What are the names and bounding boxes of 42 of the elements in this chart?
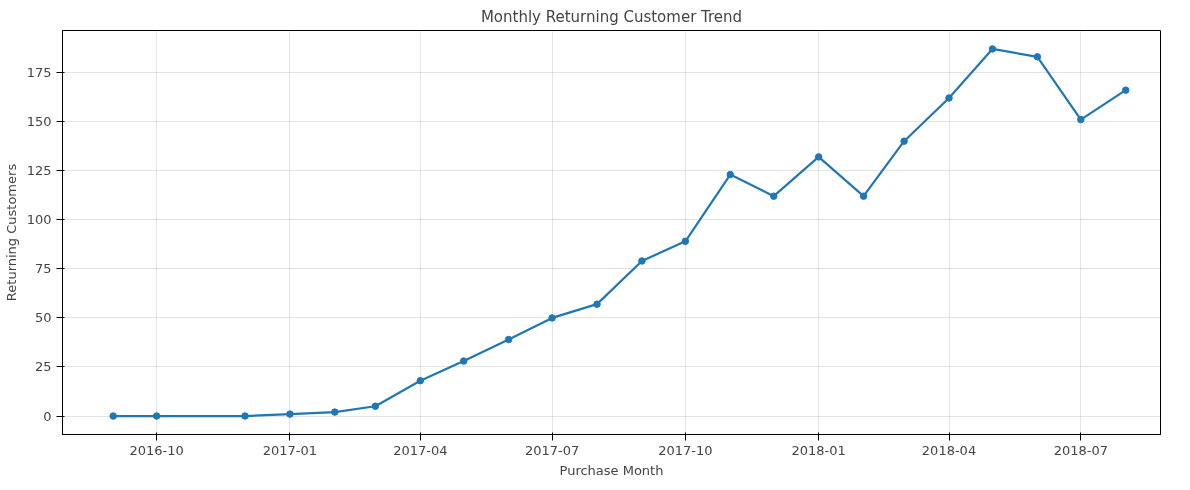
point bbox=[638, 257, 646, 265]
x-tick-label: 2018-07 bbox=[1053, 442, 1108, 458]
point bbox=[371, 402, 380, 410]
y-axis-title: Returning Customers bbox=[3, 163, 19, 302]
y-tick-label: 50 bbox=[34, 310, 52, 326]
point bbox=[548, 314, 556, 322]
chart-title: Monthly Returning Customer Trend bbox=[480, 7, 743, 26]
point bbox=[1077, 115, 1085, 124]
point bbox=[331, 408, 339, 416]
y-tick-label: 150 bbox=[26, 114, 52, 130]
point bbox=[900, 137, 908, 145]
point bbox=[109, 412, 117, 420]
x-tick-label: 2017-04 bbox=[393, 442, 448, 458]
x-tick-label: 2017-01 bbox=[262, 442, 318, 458]
x-tick-label: 2018-01 bbox=[791, 442, 846, 458]
y-tick-label: 25 bbox=[34, 359, 52, 375]
point bbox=[769, 192, 778, 200]
y-tick-label: 125 bbox=[26, 163, 52, 179]
point bbox=[286, 410, 294, 418]
point bbox=[859, 192, 868, 200]
point bbox=[726, 170, 735, 179]
x-tick-label: 2017-10 bbox=[658, 442, 713, 458]
y-tick-label: 0 bbox=[43, 408, 52, 424]
x-tick-label: 2018-04 bbox=[921, 442, 977, 458]
point bbox=[241, 412, 249, 420]
point bbox=[681, 237, 690, 246]
point bbox=[416, 376, 425, 385]
point bbox=[152, 412, 161, 420]
point bbox=[1033, 53, 1042, 61]
point bbox=[945, 94, 953, 102]
point bbox=[988, 45, 997, 53]
x-axis-title: Purchase Month bbox=[559, 462, 664, 478]
point bbox=[814, 153, 823, 161]
point bbox=[593, 300, 601, 308]
y-tick-label: 175 bbox=[26, 65, 52, 81]
x-tick-label: 2016-10 bbox=[129, 442, 184, 458]
point bbox=[460, 357, 468, 365]
point bbox=[504, 335, 513, 344]
y-tick-label: 100 bbox=[26, 212, 52, 228]
x-tick-label: 2017-07 bbox=[524, 442, 580, 458]
point bbox=[1121, 86, 1130, 94]
y-tick-label: 75 bbox=[34, 261, 52, 277]
